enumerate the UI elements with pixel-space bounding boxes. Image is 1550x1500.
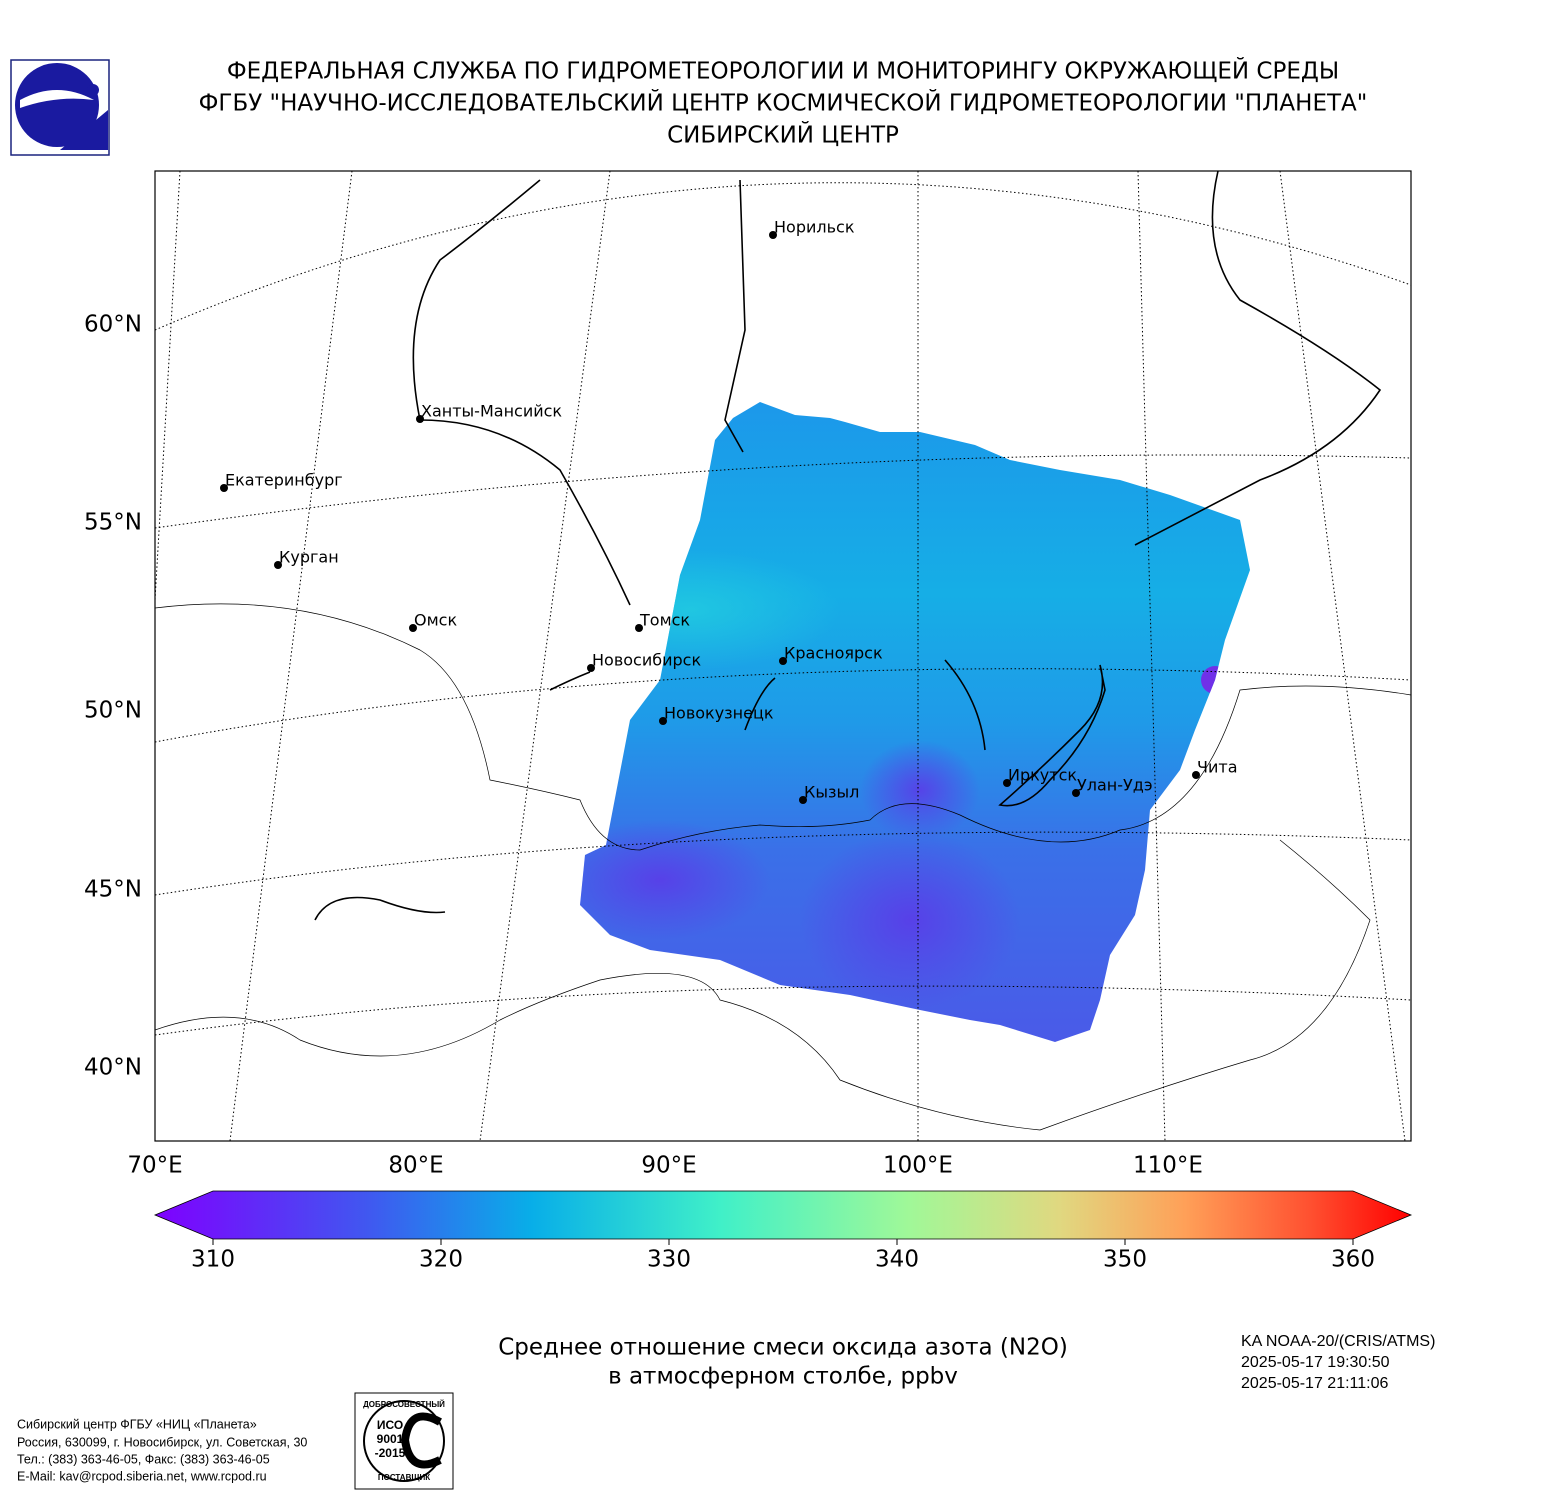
city-dot <box>274 561 282 569</box>
certificate-line: 9001 <box>377 1432 404 1446</box>
city-dot <box>587 664 595 672</box>
city-dot <box>769 231 777 239</box>
city-label: Ханты-Мансийск <box>421 402 562 421</box>
city-label: Кызыл <box>804 783 859 802</box>
swath <box>580 402 1250 1042</box>
lat-label: 40°N <box>84 1055 142 1081</box>
city-label: Чита <box>1197 758 1238 777</box>
lon-label: 70°E <box>127 1153 182 1179</box>
city-dot <box>416 415 424 423</box>
certificate-line: -2015 <box>375 1446 406 1460</box>
certificate-top: ДОБРОСОВЕСТНЫЙ <box>363 1400 445 1409</box>
satellite-line: 2025-05-17 21:11:06 <box>1241 1375 1388 1392</box>
lat-label: 55°N <box>84 510 142 536</box>
lon-label: 100°E <box>883 1153 953 1179</box>
satellite-info: KA NOAA-20/(CRIS/ATMS) 2025-05-17 19:30:… <box>1241 1333 1435 1392</box>
axes: 60°N 55°N 50°N 45°N 40°N 70°E 80°E 90°E 100°E 110… <box>84 312 1203 1179</box>
header-line: ФЕДЕРАЛЬНАЯ СЛУЖБА ПО ГИДРОМЕТЕОРОЛОГИИ … <box>227 57 1339 85</box>
city-dot <box>659 717 667 725</box>
city-dot <box>220 484 228 492</box>
city-label: Новосибирск <box>592 651 701 670</box>
certificate: ДОБРОСОВЕСТНЫЙ ИСО 9001 -2015 ПОСТАВЩИК <box>354 1392 454 1490</box>
certificate-bottom: ПОСТАВЩИК <box>378 1473 430 1482</box>
colorbar-bar <box>153 1190 1413 1240</box>
colorbar-tick-label: 360 <box>1331 1247 1375 1273</box>
city-label: Омск <box>414 611 457 630</box>
satellite-line: KA NOAA-20/(CRIS/ATMS) <box>1241 1333 1435 1350</box>
city-dot <box>409 624 417 632</box>
colorbar-tick-label: 320 <box>419 1247 463 1273</box>
graticule <box>155 171 1411 1141</box>
map-frame <box>154 170 1412 1142</box>
header: ФЕДЕРАЛЬНАЯ СЛУЖБА ПО ГИДРОМЕТЕОРОЛОГИИ … <box>199 57 1368 149</box>
city-label: Томск <box>639 611 690 630</box>
city-dot <box>1192 771 1200 779</box>
lon-label: 80°E <box>388 1153 443 1179</box>
colorbar-tick-label: 310 <box>191 1247 235 1273</box>
city-label: Новокузнецк <box>664 704 774 723</box>
footer-line: Тел.: (383) 363-46-05, Факс: (383) 363-4… <box>17 1452 270 1466</box>
city-dot <box>635 624 643 632</box>
city-label: Курган <box>279 548 339 567</box>
footer: Сибирский центр ФГБУ «НИЦ «Планета» Росс… <box>17 1417 307 1483</box>
colorbar-tick-label: 350 <box>1103 1247 1147 1273</box>
header-line: СИБИРСКИЙ ЦЕНТР <box>667 121 899 149</box>
city-label: Норильск <box>774 218 855 237</box>
lat-label: 60°N <box>84 312 142 338</box>
lat-label: 50°N <box>84 698 142 724</box>
coastlines <box>314 171 1382 921</box>
city-label: Улан-Удэ <box>1077 776 1153 795</box>
city-dot <box>779 657 787 665</box>
lat-label: 45°N <box>84 877 142 903</box>
colorbar-tick-label: 330 <box>647 1247 691 1273</box>
colorbar-tick-label: 340 <box>875 1247 919 1273</box>
lon-label: 110°E <box>1133 1153 1203 1179</box>
footer-line: Россия, 630099, г. Новосибирск, ул. Сове… <box>17 1435 307 1449</box>
colorbar: 310 320 330 340 350 360 <box>153 1190 1413 1273</box>
city-label: Красноярск <box>784 644 883 663</box>
footer-line: E-Mail: kav@rcpod.siberia.net, www.rcpod… <box>17 1469 267 1483</box>
logo <box>10 59 110 156</box>
city-label: Иркутск <box>1008 766 1077 785</box>
caption-line: Среднее отношение смеси оксида азота (N2… <box>498 1335 1068 1361</box>
city-dot <box>1003 779 1011 787</box>
caption-line: в атмосферном столбе, ppbv <box>608 1364 958 1390</box>
footer-line: Сибирский центр ФГБУ «НИЦ «Планета» <box>17 1417 257 1431</box>
map: Норильск Ханты-Мансийск Екатеринбург Курган… <box>155 171 1411 1141</box>
lon-label: 90°E <box>641 1153 696 1179</box>
certificate-line: ИСО <box>377 1418 403 1432</box>
satellite-line: 2025-05-17 19:30:50 <box>1241 1354 1390 1371</box>
header-line: ФГБУ "НАУЧНО-ИССЛЕДОВАТЕЛЬСКИЙ ЦЕНТР КОС… <box>199 89 1368 117</box>
city-dot <box>799 796 807 804</box>
borders <box>155 603 1411 1131</box>
caption: Среднее отношение смеси оксида азота (N2… <box>498 1335 1068 1390</box>
city-dot <box>1072 789 1080 797</box>
city-label: Екатеринбург <box>225 471 343 490</box>
cities: Норильск Ханты-Мансийск Екатеринбург Курган… <box>220 218 1238 804</box>
